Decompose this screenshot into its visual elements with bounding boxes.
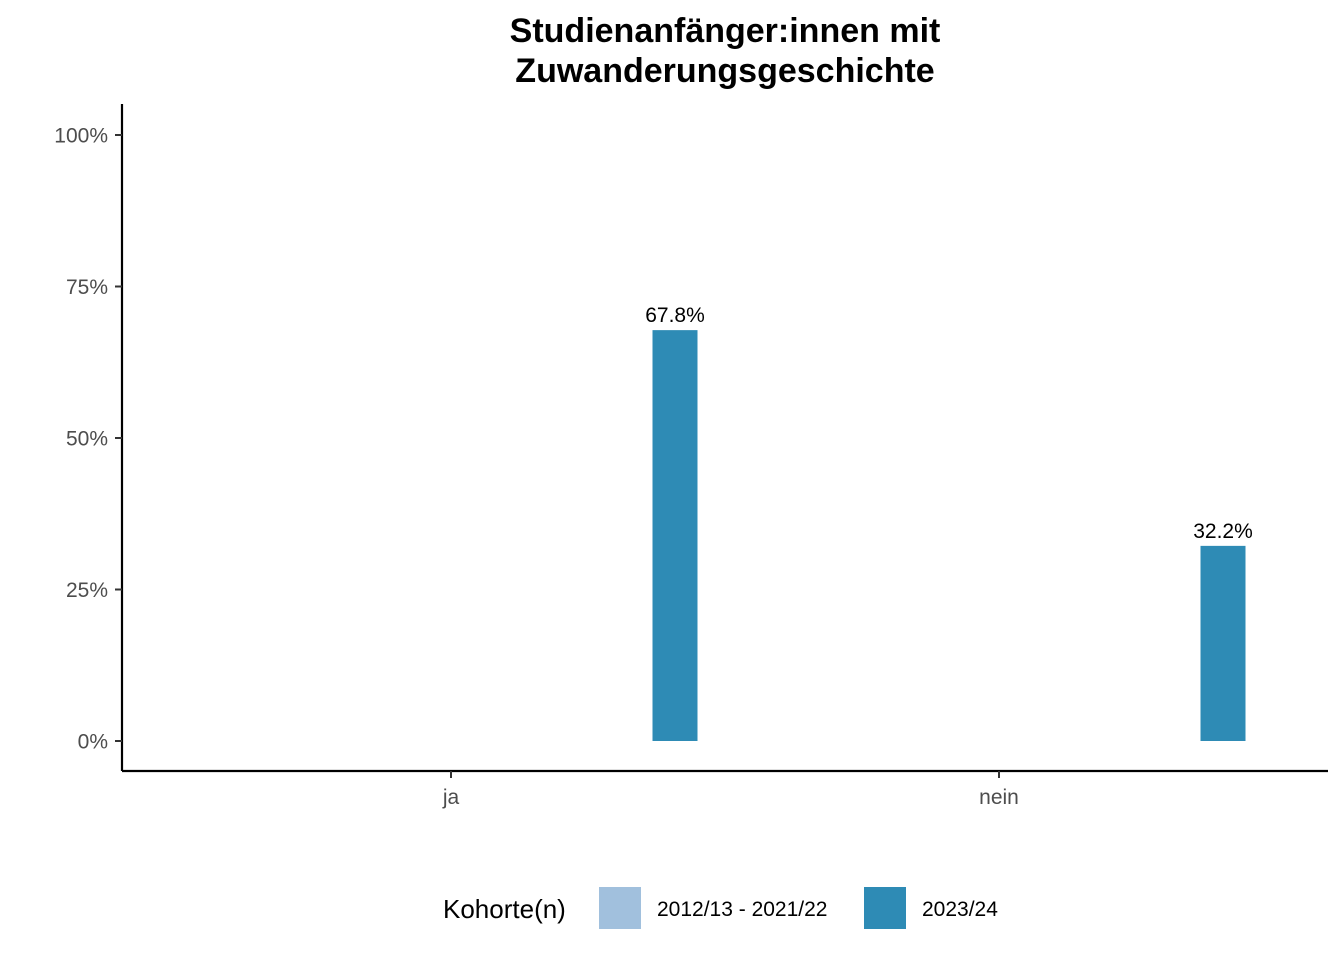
y-tick-label: 50% — [66, 428, 108, 451]
chart-title: Studienanfänger:innen mit Zuwanderungsge… — [510, 12, 941, 90]
y-tick-label: 100% — [54, 125, 108, 148]
legend-label: 2012/13 - 2021/22 — [657, 898, 827, 921]
y-tick-label: 0% — [78, 731, 108, 754]
y-axis: 0% 25% 50% 75% 100% — [54, 104, 124, 771]
y-tick-label: 25% — [66, 579, 108, 602]
data-label: 67.8% — [645, 304, 705, 327]
bar-ja-1 — [652, 330, 698, 741]
legend-title: Kohorte(n) — [443, 894, 566, 924]
x-axis: ja nein — [122, 769, 1328, 809]
plot-area: 67.8% 32.2% — [645, 304, 1253, 741]
legend-swatch — [864, 887, 906, 929]
data-label: 32.2% — [1193, 520, 1253, 543]
chart-title-line-1: Studienanfänger:innen mit — [510, 12, 941, 50]
x-tick-label: nein — [979, 786, 1019, 809]
legend-label: 2023/24 — [922, 898, 998, 921]
chart-title-line-2: Zuwanderungsgeschichte — [515, 52, 934, 90]
legend-swatch — [599, 887, 641, 929]
legend: Kohorte(n) 2012/13 - 2021/22 2023/24 — [443, 887, 998, 929]
bar-nein-1 — [1200, 545, 1246, 741]
y-tick-label: 75% — [66, 276, 108, 299]
x-tick-label: ja — [442, 786, 460, 809]
